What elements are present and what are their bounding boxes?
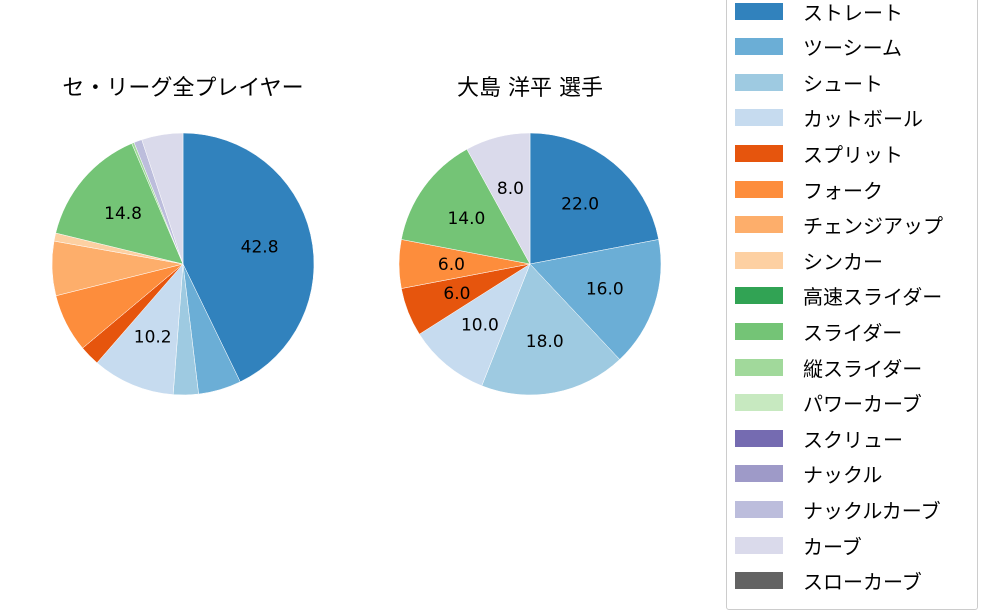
legend-item: カーブ [735, 533, 862, 559]
legend-label: カットボール [803, 107, 923, 132]
slice-value-label: 14.8 [104, 204, 142, 224]
legend-label: ナックル [803, 463, 883, 488]
slice-value-label: 16.0 [586, 279, 624, 299]
legend-item: ナックル [735, 462, 883, 488]
pie-slice [466, 132, 531, 265]
legend-label: 縦スライダー [803, 356, 923, 381]
slice-value-label: 6.0 [438, 255, 465, 275]
slice-value-label: 18.0 [526, 332, 564, 352]
legend: ストレートツーシームシュートカットボール スプリットフォークチェンジアップ シンカー… [726, 0, 978, 610]
legend-swatch [735, 38, 783, 56]
pie-slice [481, 263, 621, 396]
left-pie-chart: 42.8 10.2 14.8 [51, 132, 315, 396]
pie-slice [401, 148, 531, 265]
legend-label: シュート [803, 71, 883, 96]
legend-label: スプリット [803, 142, 903, 167]
legend-swatch [735, 216, 783, 234]
slice-value-label: 14.0 [447, 209, 485, 229]
legend-swatch [735, 500, 783, 518]
legend-swatch [735, 73, 783, 91]
pie-slice [96, 263, 184, 395]
legend-item: シンカー [735, 248, 883, 274]
pie-slice [529, 239, 662, 360]
slice-value-label: 8.0 [497, 179, 524, 199]
legend-swatch [735, 322, 783, 340]
legend-swatch [735, 572, 783, 590]
legend-label: スローカーブ [803, 570, 922, 595]
legend-label: スライダー [803, 320, 903, 345]
legend-item: チェンジアップ [735, 213, 943, 239]
pie-slice [529, 132, 659, 265]
legend-swatch [735, 109, 783, 127]
legend-swatch [735, 180, 783, 198]
legend-item: ツーシーム [735, 35, 902, 61]
legend-swatch [735, 358, 783, 376]
left-pie-title: セ・リーグ全プレイヤー [62, 76, 304, 101]
slice-value-label: 22.0 [561, 194, 599, 214]
legend-item: 高速スライダー [735, 284, 943, 310]
legend-label: 高速スライダー [803, 285, 943, 310]
legend-label: ストレート [803, 0, 903, 25]
legend-item: ナックルカーブ [735, 497, 941, 523]
legend-label: パワーカーブ [803, 392, 922, 417]
pie-slice [419, 263, 531, 387]
legend-item: スライダー [735, 319, 903, 345]
legend-label: ツーシーム [803, 36, 902, 61]
legend-item: スローカーブ [735, 569, 922, 595]
legend-item: 縦スライダー [735, 355, 923, 381]
legend-item: パワーカーブ [735, 391, 922, 417]
legend-swatch [735, 144, 783, 162]
pie-slice [55, 143, 184, 265]
legend-item: フォーク [735, 177, 883, 203]
legend-label: ナックルカーブ [803, 498, 941, 523]
legend-label: スクリュー [803, 427, 903, 452]
pie-slice [141, 132, 184, 265]
slice-value-label: 10.0 [461, 316, 499, 336]
legend-swatch [735, 394, 783, 412]
legend-label: シンカー [803, 249, 883, 274]
legend-swatch [735, 429, 783, 447]
slice-value-label: 42.8 [241, 237, 279, 257]
legend-swatch [735, 2, 783, 20]
legend-item: スクリュー [735, 426, 903, 452]
legend-label: フォーク [803, 178, 883, 203]
legend-item: ストレート [735, 0, 903, 25]
legend-item: スプリット [735, 141, 903, 167]
slice-value-label: 6.0 [443, 284, 470, 304]
legend-item: カットボール [735, 106, 923, 132]
legend-label: チェンジアップ [803, 214, 943, 239]
pie-slice [182, 132, 315, 383]
legend-item: シュート [735, 70, 883, 96]
legend-swatch [735, 287, 783, 305]
legend-label: カーブ [803, 534, 862, 559]
right-pie-chart: 22.0 16.0 18.0 10.0 6.0 6.0 14.0 8.0 [398, 132, 662, 396]
legend-swatch [735, 251, 783, 269]
legend-swatch [735, 536, 783, 554]
right-pie-title: 大島 洋平 選手 [457, 76, 603, 101]
slice-value-label: 10.2 [134, 328, 172, 348]
legend-swatch [735, 465, 783, 483]
